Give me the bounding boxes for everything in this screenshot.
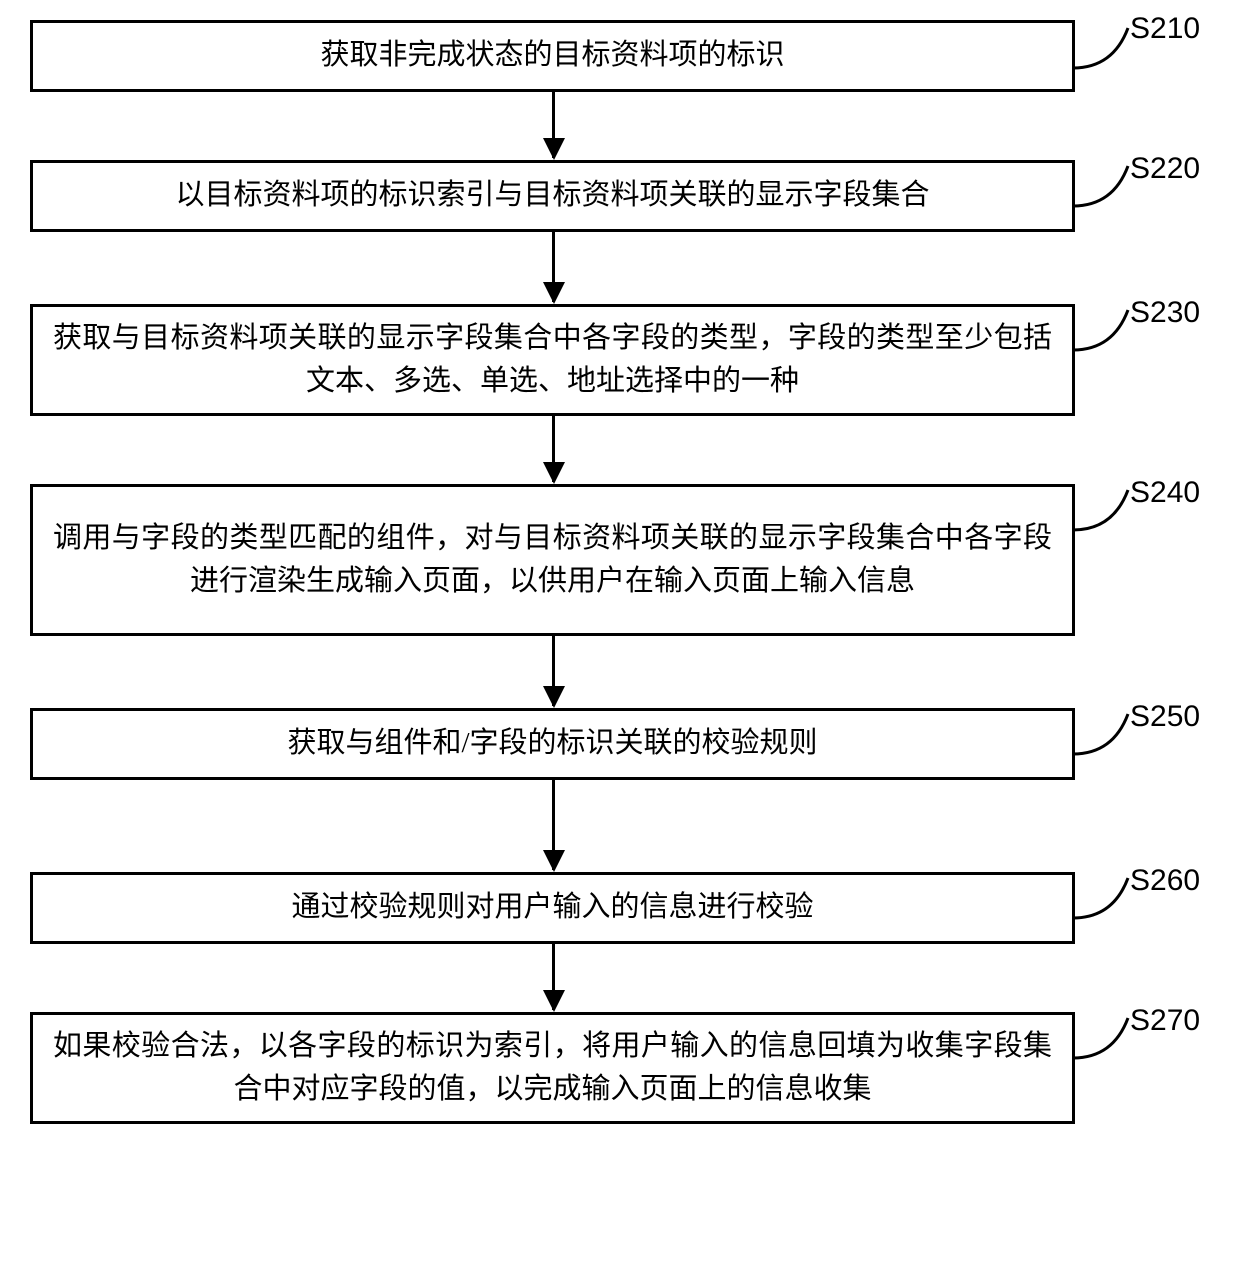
label-connector-S230 xyxy=(1073,302,1133,352)
step-box-S230: 获取与目标资料项关联的显示字段集合中各字段的类型，字段的类型至少包括文本、多选、… xyxy=(30,304,1075,416)
step-label-S220: S220 xyxy=(1130,152,1200,186)
label-connector-S220 xyxy=(1073,158,1133,208)
step-text-S220: 以目标资料项的标识索引与目标资料项关联的显示字段集合 xyxy=(175,174,929,218)
step-box-S240: 调用与字段的类型匹配的组件，对与目标资料项关联的显示字段集合中各字段进行渲染生成… xyxy=(30,484,1075,636)
label-connector-S240 xyxy=(1073,482,1133,532)
step-text-S260: 通过校验规则对用户输入的信息进行校验 xyxy=(291,886,813,930)
step-label-S230: S230 xyxy=(1130,296,1200,330)
step-label-S210: S210 xyxy=(1130,12,1200,46)
step-box-S260: 通过校验规则对用户输入的信息进行校验 xyxy=(30,872,1075,944)
step-text-S230: 获取与目标资料项关联的显示字段集合中各字段的类型，字段的类型至少包括文本、多选、… xyxy=(53,317,1052,404)
label-connector-S210 xyxy=(1073,20,1133,70)
step-label-S250: S250 xyxy=(1130,700,1200,734)
label-connector-S270 xyxy=(1073,1010,1133,1060)
step-box-S250: 获取与组件和/字段的标识关联的校验规则 xyxy=(30,708,1075,780)
step-box-S220: 以目标资料项的标识索引与目标资料项关联的显示字段集合 xyxy=(30,160,1075,232)
step-label-S270: S270 xyxy=(1130,1004,1200,1038)
step-text-S240: 调用与字段的类型匹配的组件，对与目标资料项关联的显示字段集合中各字段进行渲染生成… xyxy=(53,517,1052,604)
step-box-S210: 获取非完成状态的目标资料项的标识 xyxy=(30,20,1075,92)
step-label-S260: S260 xyxy=(1130,864,1200,898)
step-text-S250: 获取与组件和/字段的标识关联的校验规则 xyxy=(287,722,817,766)
step-text-S270: 如果校验合法，以各字段的标识为索引，将用户输入的信息回填为收集字段集合中对应字段… xyxy=(53,1025,1052,1112)
label-connector-S250 xyxy=(1073,706,1133,756)
label-connector-S260 xyxy=(1073,870,1133,920)
step-label-S240: S240 xyxy=(1130,476,1200,510)
step-box-S270: 如果校验合法，以各字段的标识为索引，将用户输入的信息回填为收集字段集合中对应字段… xyxy=(30,1012,1075,1124)
step-text-S210: 获取非完成状态的目标资料项的标识 xyxy=(320,34,784,78)
